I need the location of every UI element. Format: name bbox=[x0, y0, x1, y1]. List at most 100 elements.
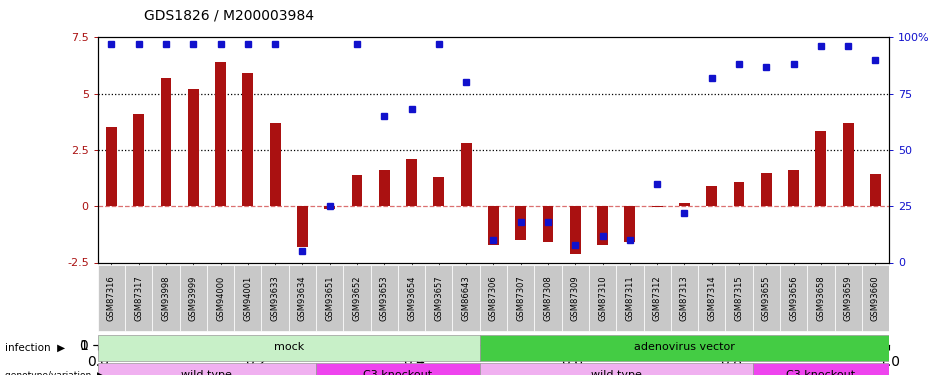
Bar bbox=[734, 182, 745, 206]
Text: GSM93658: GSM93658 bbox=[816, 275, 826, 321]
Bar bbox=[561, 266, 589, 331]
Text: GSM94001: GSM94001 bbox=[243, 276, 252, 321]
Bar bbox=[180, 266, 207, 331]
Bar bbox=[652, 206, 663, 207]
Bar bbox=[98, 363, 316, 375]
Text: wild type: wild type bbox=[182, 370, 233, 375]
Text: C3 knockout: C3 knockout bbox=[787, 370, 856, 375]
Bar bbox=[125, 266, 153, 331]
Bar bbox=[371, 266, 398, 331]
Bar bbox=[461, 143, 472, 206]
Bar bbox=[479, 335, 889, 361]
Bar bbox=[479, 363, 752, 375]
Text: C3 knockout: C3 knockout bbox=[363, 370, 433, 375]
Text: GSM87310: GSM87310 bbox=[598, 275, 607, 321]
Bar bbox=[270, 123, 280, 206]
Text: GSM87315: GSM87315 bbox=[735, 275, 744, 321]
Bar bbox=[597, 206, 608, 245]
Text: wild type: wild type bbox=[591, 370, 641, 375]
Bar bbox=[789, 170, 799, 206]
Text: GSM93655: GSM93655 bbox=[762, 275, 771, 321]
Bar bbox=[188, 89, 198, 206]
Bar bbox=[807, 266, 834, 331]
Bar bbox=[98, 335, 479, 361]
Text: GSM93659: GSM93659 bbox=[843, 275, 853, 321]
Bar bbox=[515, 206, 526, 240]
Text: GSM87314: GSM87314 bbox=[708, 275, 716, 321]
Bar bbox=[379, 170, 390, 206]
Bar bbox=[834, 266, 862, 331]
Bar bbox=[679, 203, 690, 206]
Bar bbox=[434, 177, 444, 206]
Text: GSM94000: GSM94000 bbox=[216, 276, 225, 321]
Text: GSM87307: GSM87307 bbox=[516, 275, 525, 321]
Text: GSM93634: GSM93634 bbox=[298, 275, 307, 321]
Bar bbox=[133, 114, 144, 206]
Bar bbox=[398, 266, 425, 331]
Bar bbox=[98, 266, 125, 331]
Bar bbox=[707, 186, 717, 206]
Text: GSM87306: GSM87306 bbox=[489, 275, 498, 321]
Text: adenovirus vector: adenovirus vector bbox=[634, 342, 735, 352]
Bar bbox=[488, 206, 499, 245]
Bar bbox=[780, 266, 807, 331]
Bar bbox=[479, 266, 507, 331]
Bar bbox=[507, 266, 534, 331]
Text: GSM93656: GSM93656 bbox=[789, 275, 798, 321]
Text: GSM87311: GSM87311 bbox=[626, 275, 634, 321]
Bar bbox=[215, 62, 226, 206]
Text: infection  ▶: infection ▶ bbox=[5, 343, 65, 353]
Bar bbox=[843, 123, 854, 206]
Bar bbox=[816, 131, 827, 206]
Bar bbox=[643, 266, 671, 331]
Text: GSM93660: GSM93660 bbox=[871, 275, 880, 321]
Text: GSM86643: GSM86643 bbox=[462, 275, 471, 321]
Text: mock: mock bbox=[274, 342, 304, 352]
Text: GSM87317: GSM87317 bbox=[134, 275, 143, 321]
Bar bbox=[297, 206, 308, 247]
Bar bbox=[698, 266, 725, 331]
Text: GSM93657: GSM93657 bbox=[435, 275, 443, 321]
Bar bbox=[671, 266, 698, 331]
Bar bbox=[316, 363, 479, 375]
Bar bbox=[625, 206, 635, 242]
Bar bbox=[870, 174, 881, 206]
Bar bbox=[534, 266, 561, 331]
Bar bbox=[242, 74, 253, 206]
Bar bbox=[324, 206, 335, 209]
Bar bbox=[289, 266, 316, 331]
Text: GSM93633: GSM93633 bbox=[271, 275, 279, 321]
Bar bbox=[235, 266, 262, 331]
Text: GSM87316: GSM87316 bbox=[107, 275, 115, 321]
Text: GSM93651: GSM93651 bbox=[325, 275, 334, 321]
Text: GSM87312: GSM87312 bbox=[653, 275, 662, 321]
Bar bbox=[316, 266, 344, 331]
Bar bbox=[761, 172, 772, 206]
Bar bbox=[153, 266, 180, 331]
Text: GSM87308: GSM87308 bbox=[544, 275, 552, 321]
Text: GSM87313: GSM87313 bbox=[680, 275, 689, 321]
Bar bbox=[543, 206, 553, 242]
Bar bbox=[752, 266, 780, 331]
Bar bbox=[207, 266, 235, 331]
Bar bbox=[344, 266, 371, 331]
Bar bbox=[425, 266, 452, 331]
Bar bbox=[862, 266, 889, 331]
Text: GSM87309: GSM87309 bbox=[571, 275, 580, 321]
Bar bbox=[452, 266, 479, 331]
Bar bbox=[589, 266, 616, 331]
Bar bbox=[406, 159, 417, 206]
Text: GSM93998: GSM93998 bbox=[161, 275, 170, 321]
Text: genotype/variation  ▶: genotype/variation ▶ bbox=[5, 371, 103, 375]
Bar bbox=[160, 78, 171, 206]
Bar bbox=[570, 206, 581, 254]
Bar bbox=[616, 266, 643, 331]
Bar bbox=[106, 128, 117, 206]
Bar bbox=[752, 363, 889, 375]
Text: GDS1826 / M200003984: GDS1826 / M200003984 bbox=[144, 9, 315, 22]
Bar bbox=[725, 266, 752, 331]
Bar bbox=[262, 266, 289, 331]
Bar bbox=[352, 175, 362, 206]
Text: GSM93999: GSM93999 bbox=[189, 275, 197, 321]
Text: GSM93653: GSM93653 bbox=[380, 275, 389, 321]
